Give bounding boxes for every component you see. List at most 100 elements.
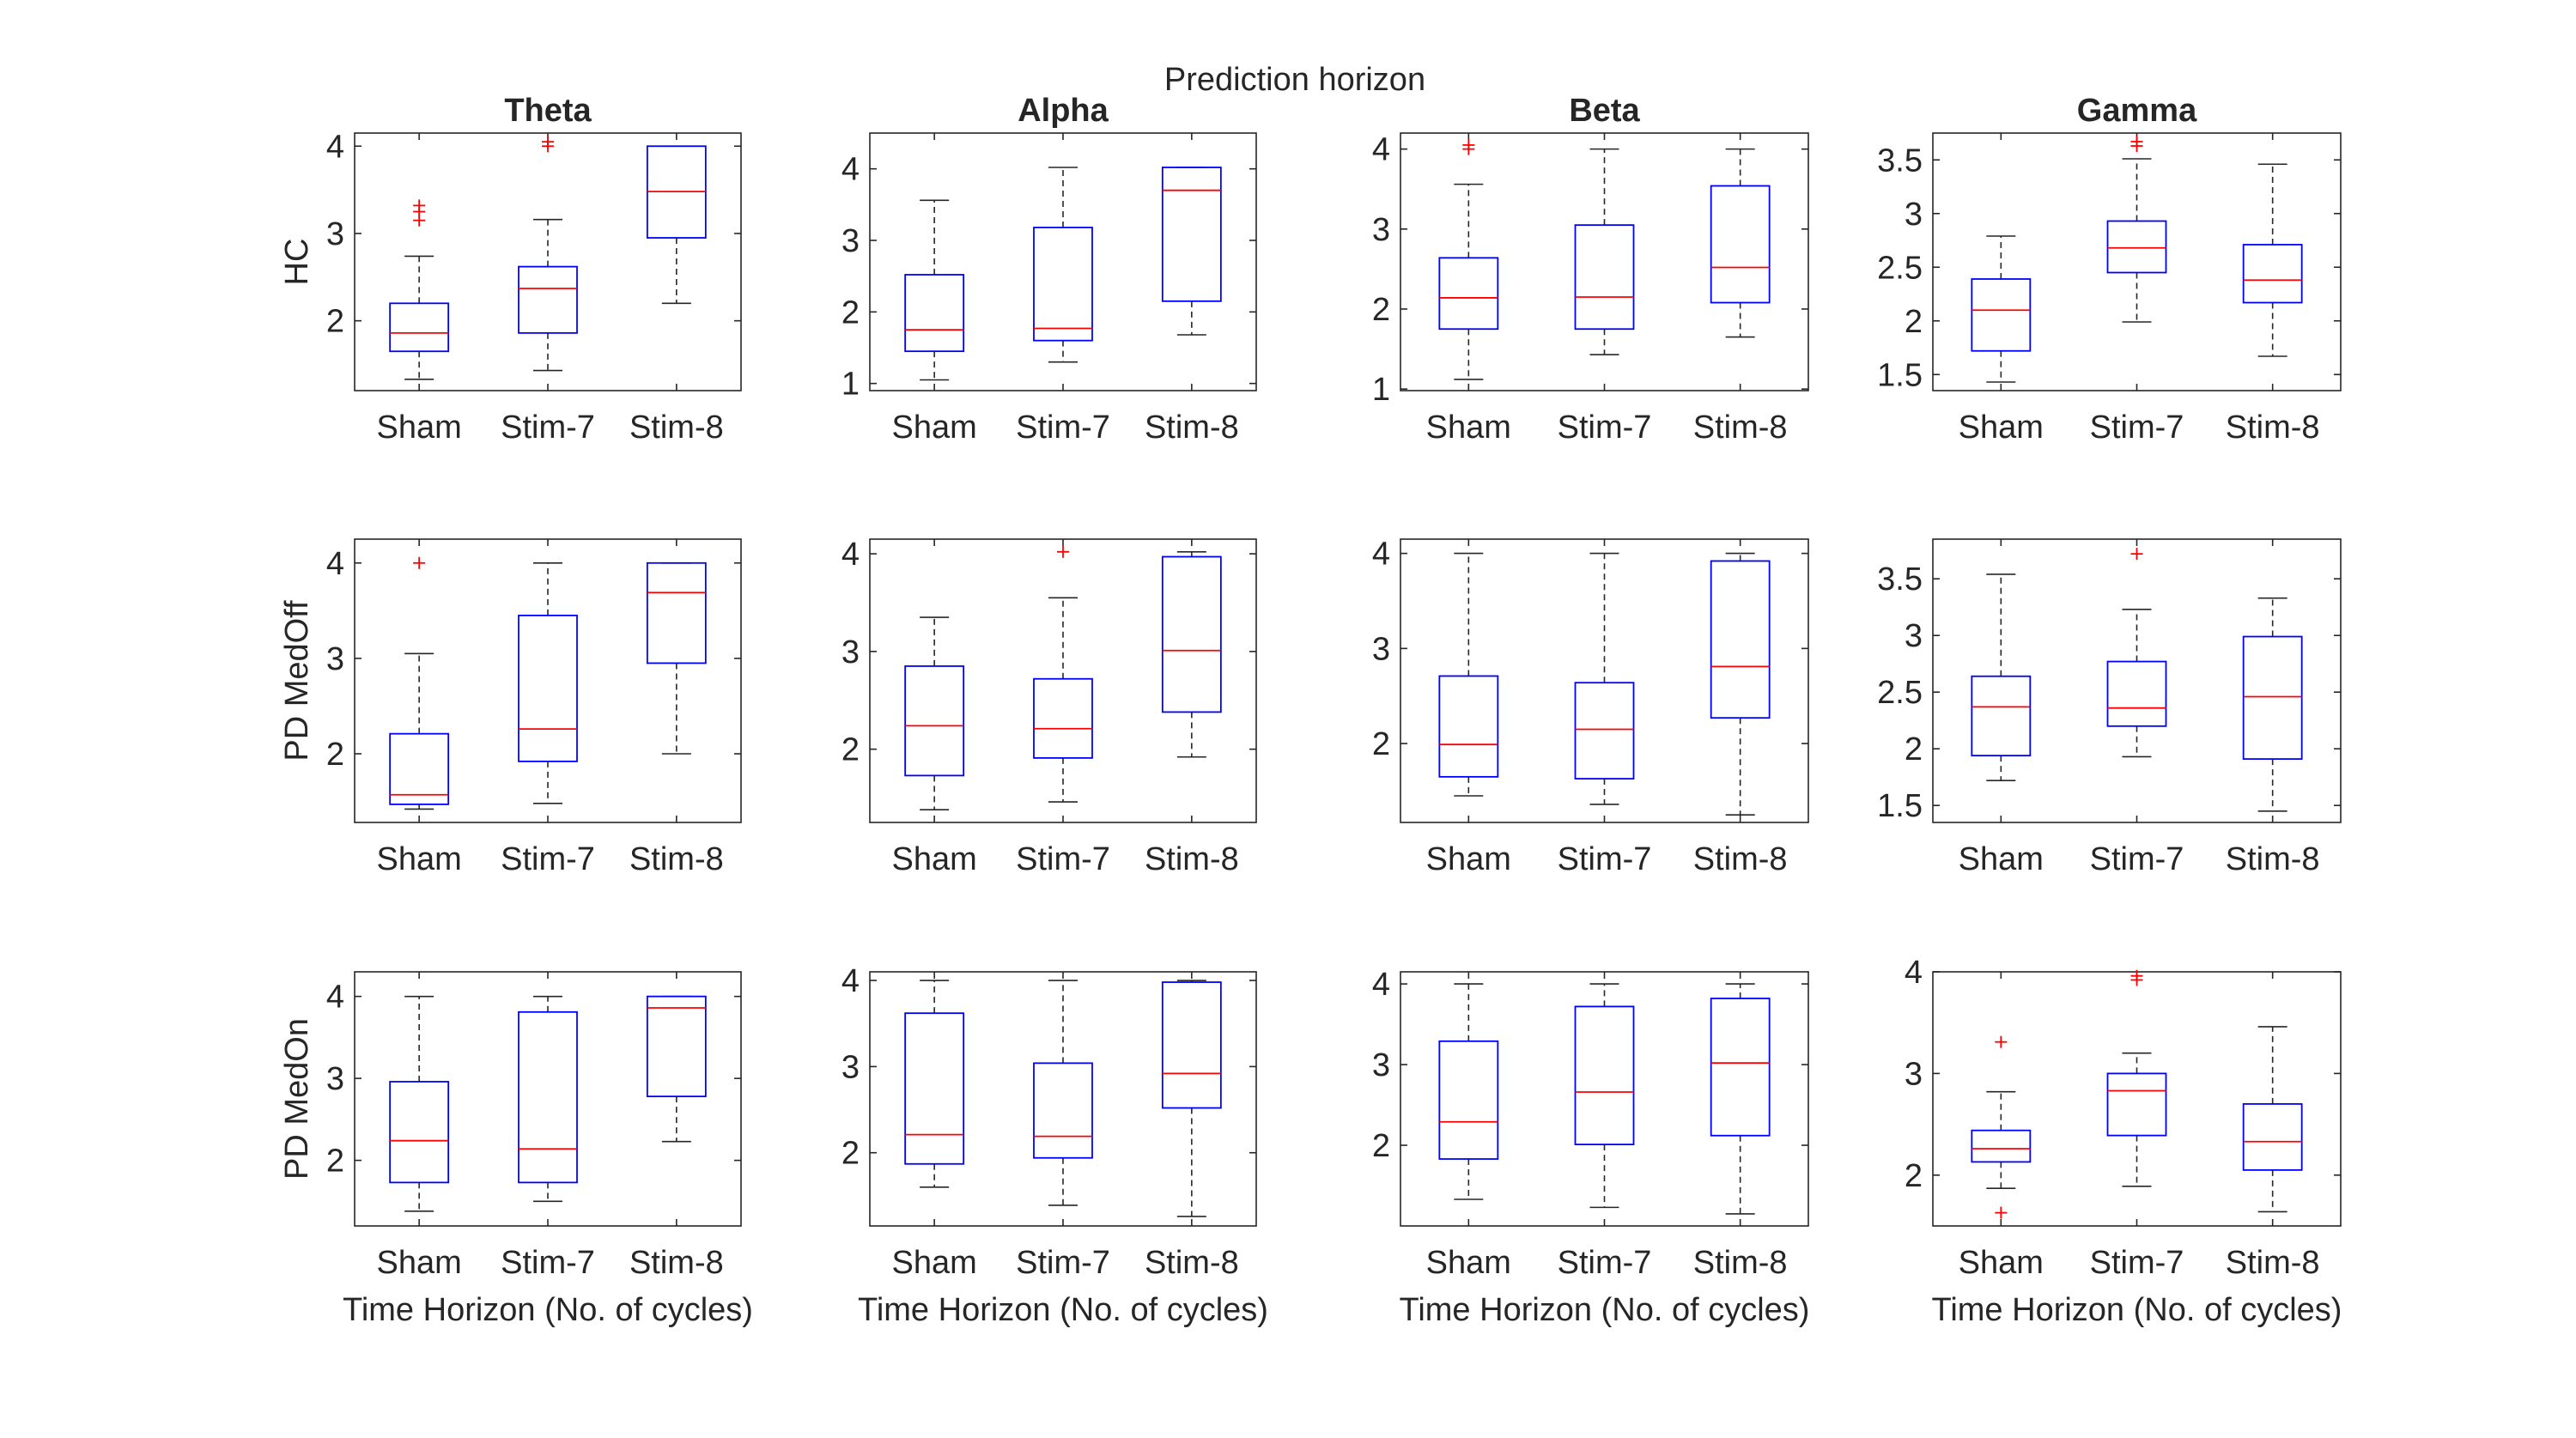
y-tick-label: 4 [326, 129, 344, 165]
x-tick-label-sham: Sham [892, 841, 977, 877]
y-tick-label: 1 [1372, 372, 1390, 408]
x-tick-label-stim-8: Stim-8 [2226, 410, 2320, 446]
panel-pd-medoff-alpha: 2 3 4 Sham Stim-7 Stim-8 [841, 537, 1257, 877]
iqr-box [1033, 1062, 1093, 1159]
y-tick-label: 3.5 [1877, 561, 1923, 598]
iqr-box [904, 665, 965, 777]
figure-title: Prediction horizon [1164, 62, 1425, 98]
box-stim-8 [646, 995, 707, 1143]
y-tick-label: 4 [326, 980, 344, 1016]
panel-hc-beta: 1 2 3 4 Sham Stim-7 Stim-8 [1372, 132, 1809, 446]
panel-pd-medoff-theta: 2 3 4 Sham Stim-7 Stim-8 [326, 538, 742, 877]
column-title-gamma: Gamma [2077, 93, 2197, 129]
box-sham [1971, 235, 2032, 383]
box-stim-8 [1710, 552, 1771, 816]
panel-hc-alpha: 1 2 3 4 Sham Stim-7 Stim-8 [841, 132, 1257, 446]
iqr-box [1710, 560, 1771, 719]
outlier-marker [2130, 969, 2143, 982]
y-tick-label: 4 [841, 963, 860, 999]
panel-pd-medon-gamma: 2 3 4 Sham Stim-7 Stim-8 [1905, 955, 2342, 1281]
x-tick-label-stim-7: Stim-7 [2090, 1245, 2184, 1281]
y-tick-label: 4 [1905, 955, 1923, 991]
row-label-pd-medon: PD MedOn [279, 1018, 315, 1180]
box-stim-7 [1574, 552, 1635, 805]
outlier-marker [542, 136, 554, 149]
x-axis-label: Time Horizon (No. of cycles) [1400, 1292, 1810, 1328]
box-stim-7 [1033, 167, 1093, 363]
iqr-box [389, 302, 450, 353]
outlier-marker [2130, 136, 2143, 148]
box-sham [389, 199, 450, 380]
x-tick-label-sham: Sham [1426, 841, 1511, 877]
box-stim-8 [1161, 980, 1222, 1217]
panel-pd-medon-beta: 2 3 4 Sham Stim-7 Stim-8 [1372, 967, 1809, 1281]
outlier-marker [413, 556, 426, 569]
y-tick-label: 1 [841, 367, 860, 403]
box-sham [1438, 983, 1499, 1200]
box-sham [1971, 573, 2032, 781]
iqr-box [904, 1012, 965, 1165]
panel-pd-medon-theta: 2 3 4 Sham Stim-7 Stim-8 [326, 971, 742, 1281]
x-tick-label-stim-8: Stim-8 [1145, 841, 1239, 877]
iqr-box [1971, 675, 2032, 757]
iqr-box [518, 614, 578, 762]
y-tick-label: 2.5 [1877, 675, 1923, 711]
x-tick-label-stim-8: Stim-8 [2226, 1245, 2320, 1281]
x-tick-label-stim-7: Stim-7 [2090, 410, 2184, 446]
box-stim-7 [2106, 548, 2167, 758]
x-axis-label: Time Horizon (No. of cycles) [858, 1292, 1268, 1328]
iqr-box [1161, 555, 1222, 713]
y-tick-label: 2 [1905, 304, 1923, 340]
panel-hc-theta: 2 3 4 Sham Stim-7 Stim-8 [326, 129, 742, 446]
box-stim-8 [646, 561, 707, 755]
y-tick-label: 2 [1372, 726, 1390, 762]
box-stim-7 [1033, 980, 1093, 1206]
x-tick-label-stim-7: Stim-7 [1016, 841, 1110, 877]
outlier-marker [2130, 548, 2143, 561]
x-tick-label-stim-8: Stim-8 [2226, 841, 2320, 877]
box-sham [904, 616, 965, 811]
row-label-hc: HC [279, 239, 315, 286]
x-tick-label-sham: Sham [1959, 841, 2044, 877]
y-tick-label: 4 [1372, 967, 1390, 1003]
x-tick-label-stim-8: Stim-8 [629, 841, 724, 877]
iqr-box [1438, 675, 1499, 778]
box-stim-8 [2242, 597, 2303, 812]
x-tick-label-stim-8: Stim-8 [1693, 410, 1788, 446]
x-tick-label-sham: Sham [1426, 1245, 1511, 1281]
row-label-pd-medoff: PD MedOff [279, 600, 315, 761]
y-tick-label: 2 [1905, 731, 1923, 768]
x-axis-label: Time Horizon (No. of cycles) [343, 1292, 753, 1328]
x-tick-label-stim-7: Stim-7 [1558, 410, 1652, 446]
iqr-box [1574, 682, 1635, 780]
x-axis-label: Time Horizon (No. of cycles) [1932, 1292, 2342, 1328]
box-sham [389, 556, 450, 810]
column-title-alpha: Alpha [1018, 93, 1109, 129]
y-tick-label: 2 [1372, 1128, 1390, 1164]
iqr-box [1710, 185, 1771, 304]
x-tick-label-stim-7: Stim-7 [501, 410, 595, 446]
box-sham [389, 995, 450, 1212]
y-tick-label: 3 [1905, 197, 1923, 233]
y-tick-label: 4 [841, 537, 860, 573]
x-tick-label-stim-8: Stim-8 [629, 410, 724, 446]
iqr-box [1033, 227, 1093, 342]
iqr-box [2242, 244, 2303, 304]
y-tick-label: 4 [1372, 537, 1390, 573]
box-stim-8 [1161, 550, 1222, 758]
iqr-box [2106, 1072, 2167, 1137]
iqr-box [2106, 220, 2167, 274]
outlier-marker [1057, 545, 1069, 558]
y-tick-label: 2.5 [1877, 250, 1923, 286]
iqr-box [904, 274, 965, 353]
box-stim-8 [2242, 163, 2303, 357]
box-stim-7 [1574, 983, 1635, 1209]
x-tick-label-stim-8: Stim-8 [629, 1245, 724, 1281]
iqr-box [1438, 257, 1499, 331]
x-tick-label-stim-7: Stim-7 [501, 841, 595, 877]
iqr-box [389, 1081, 450, 1184]
iqr-box [2242, 1103, 2303, 1171]
x-tick-label-stim-8: Stim-8 [1693, 841, 1788, 877]
box-stim-7 [2106, 969, 2167, 1187]
